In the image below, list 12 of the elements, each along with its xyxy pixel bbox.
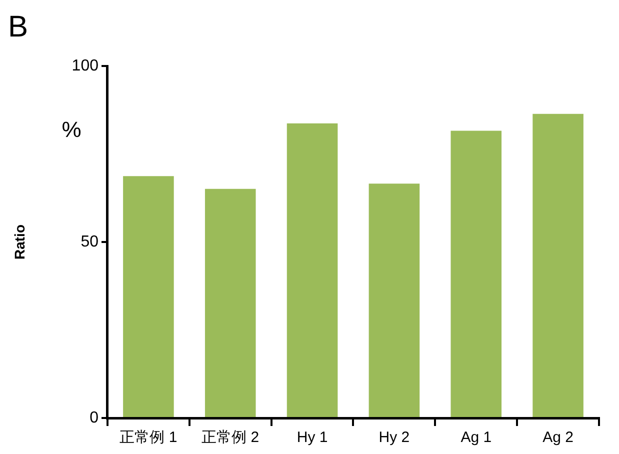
y-tick-label: 0 xyxy=(90,409,99,426)
x-tick-label: Ag 2 xyxy=(542,429,574,446)
text: % xyxy=(62,117,82,142)
chart-title: B xyxy=(8,10,28,44)
y-tick-label: 50 xyxy=(80,233,99,250)
y-axis-title: Ratio xyxy=(11,224,28,260)
x-tick-label: Hy 2 xyxy=(378,429,410,446)
x-tick-label: Ag 1 xyxy=(460,429,492,446)
y-tick-label: 100 xyxy=(72,57,99,74)
x-tick-label: Hy 1 xyxy=(296,429,328,446)
x-tick-label: 正常例 2 xyxy=(202,429,260,446)
x-tick-label: 正常例 1 xyxy=(120,429,178,446)
